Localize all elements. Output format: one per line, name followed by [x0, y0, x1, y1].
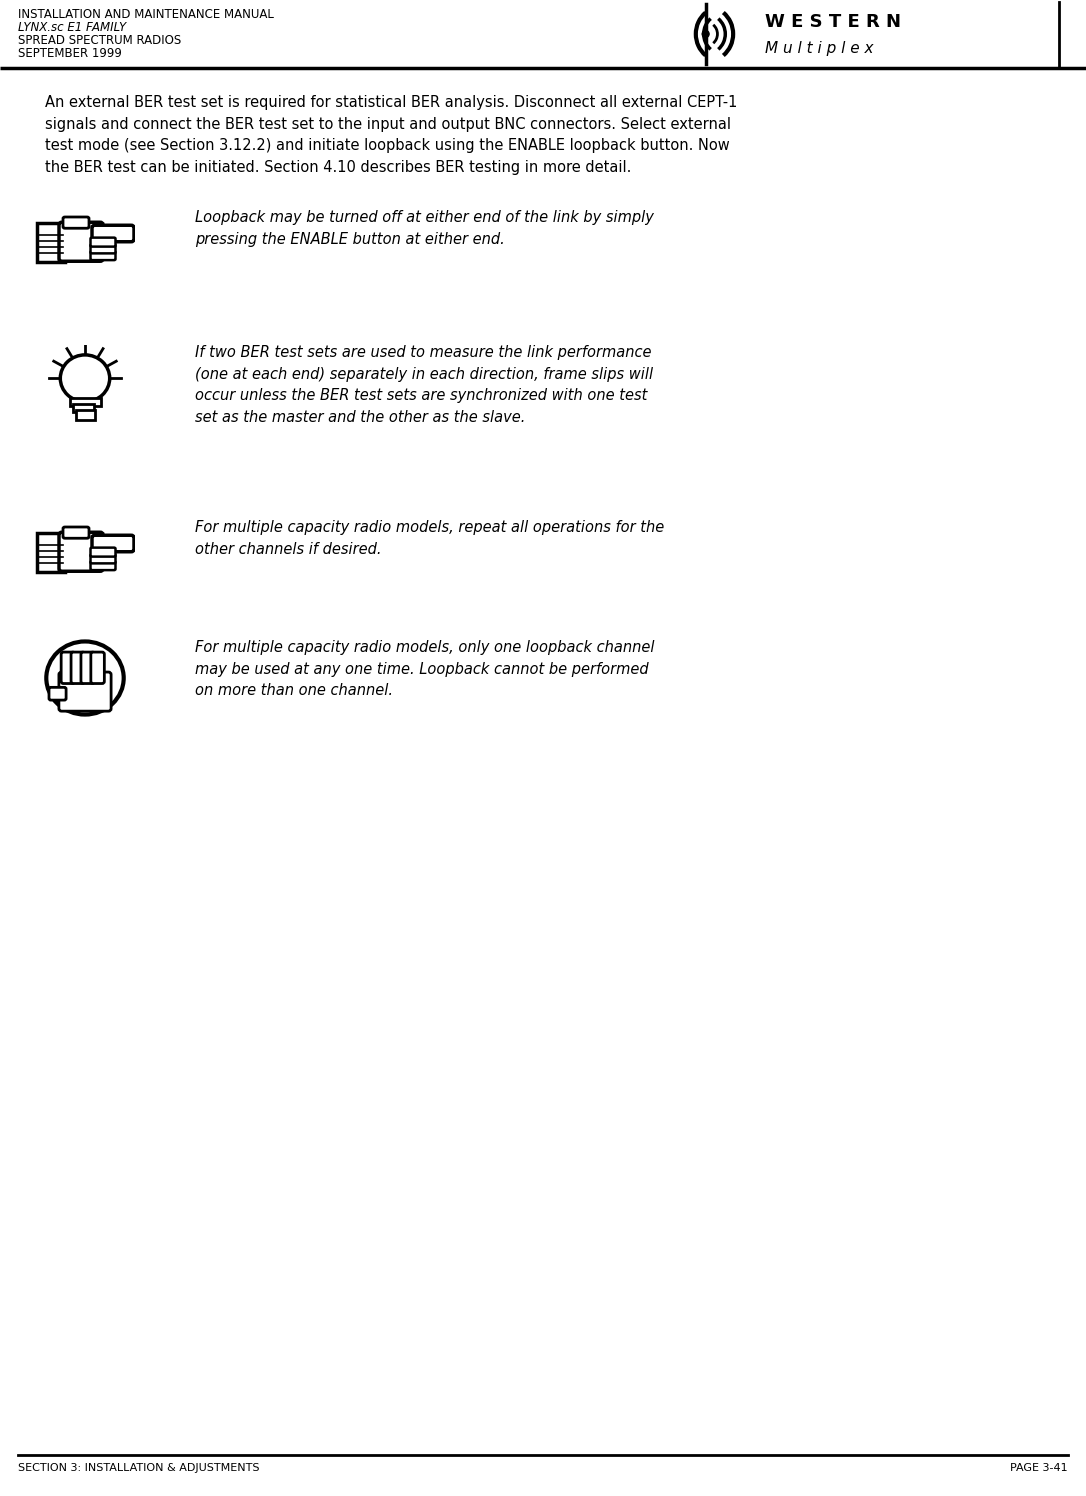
Circle shape — [61, 355, 110, 402]
FancyBboxPatch shape — [63, 527, 89, 539]
Text: For multiple capacity radio models, repeat all operations for the
other channels: For multiple capacity radio models, repe… — [195, 521, 665, 557]
FancyBboxPatch shape — [73, 404, 93, 411]
FancyBboxPatch shape — [90, 555, 115, 564]
FancyBboxPatch shape — [59, 533, 103, 571]
Text: If two BER test sets are used to measure the link performance
(one at each end) : If two BER test sets are used to measure… — [195, 346, 653, 425]
Text: SECTION 3: INSTALLATION & ADJUSTMENTS: SECTION 3: INSTALLATION & ADJUSTMENTS — [18, 1463, 260, 1474]
FancyBboxPatch shape — [92, 536, 134, 552]
FancyBboxPatch shape — [76, 410, 94, 420]
Text: PAGE 3-41: PAGE 3-41 — [1010, 1463, 1068, 1474]
FancyBboxPatch shape — [71, 652, 85, 684]
Text: M u l t i p l e x: M u l t i p l e x — [765, 40, 873, 55]
Circle shape — [47, 642, 124, 715]
Text: An external BER test set is required for statistical BER analysis. Disconnect al: An external BER test set is required for… — [45, 96, 737, 175]
FancyBboxPatch shape — [49, 687, 66, 700]
FancyBboxPatch shape — [90, 244, 115, 253]
Circle shape — [703, 30, 709, 37]
FancyBboxPatch shape — [90, 238, 115, 247]
FancyBboxPatch shape — [90, 251, 115, 260]
FancyBboxPatch shape — [91, 652, 104, 684]
Text: SPREAD SPECTRUM RADIOS: SPREAD SPECTRUM RADIOS — [18, 34, 181, 46]
FancyBboxPatch shape — [61, 652, 75, 684]
FancyBboxPatch shape — [59, 672, 111, 711]
FancyBboxPatch shape — [92, 226, 134, 242]
Text: SEPTEMBER 1999: SEPTEMBER 1999 — [18, 46, 122, 60]
FancyBboxPatch shape — [90, 548, 115, 557]
FancyBboxPatch shape — [37, 223, 65, 262]
FancyBboxPatch shape — [63, 217, 89, 229]
FancyBboxPatch shape — [59, 223, 103, 262]
FancyBboxPatch shape — [70, 398, 101, 407]
Text: INSTALLATION AND MAINTENANCE MANUAL: INSTALLATION AND MAINTENANCE MANUAL — [18, 7, 274, 21]
FancyBboxPatch shape — [37, 533, 65, 571]
Text: Loopback may be turned off at either end of the link by simply
pressing the ENAB: Loopback may be turned off at either end… — [195, 209, 654, 247]
Text: W E S T E R N: W E S T E R N — [765, 13, 900, 31]
FancyBboxPatch shape — [90, 561, 115, 570]
FancyBboxPatch shape — [81, 652, 94, 684]
Text: For multiple capacity radio models, only one loopback channel
may be used at any: For multiple capacity radio models, only… — [195, 640, 655, 699]
Text: LYNX.sc E1 FAMILY: LYNX.sc E1 FAMILY — [18, 21, 126, 34]
